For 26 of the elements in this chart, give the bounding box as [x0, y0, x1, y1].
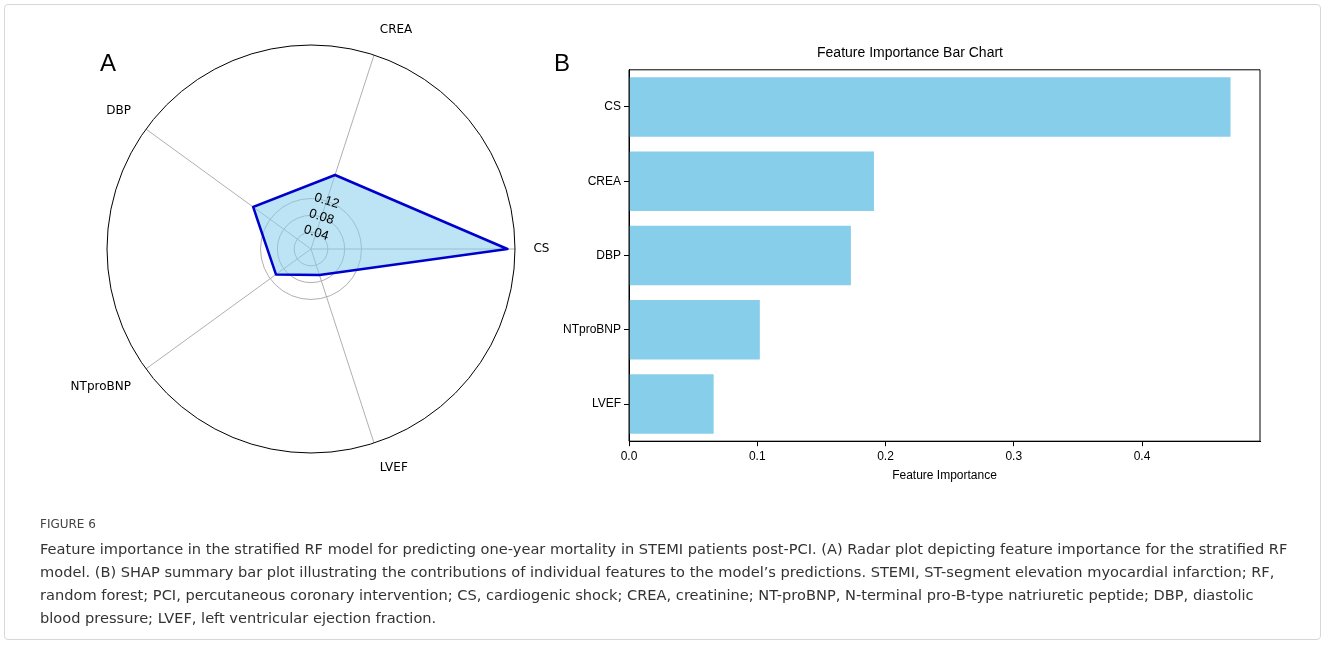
y-tick-label: CREA: [587, 173, 622, 188]
spoke-label: CREA: [379, 22, 414, 37]
chart-title: Feature Importance Bar Chart: [817, 44, 1004, 61]
x-tick-label: 0.1: [748, 448, 766, 463]
spoke-label: DBP: [106, 103, 131, 118]
bar: [629, 300, 760, 360]
bar: [629, 374, 714, 434]
text: A: [100, 49, 117, 77]
caption: FIGURE 6: [40, 517, 97, 531]
x-tick-label: 0.0: [620, 448, 638, 463]
spoke-label: CS: [533, 241, 550, 256]
text: Feature importance in the stratified RF model for predicting one-year mortality in STEMI patients post-PCI. (A) Radar plot depicting feature importance for the stratified RF model. (B) SHAP summary bar plot illustrating the contributions of individual features to the model’s predictions. STEMI, ST-segment elevation myocardial infarction; RF, random forest; PCI, percutaneous coronary intervention; CS, cardiogenic shock; CREA, creatinine; NT-proBNP, N-terminal pro-B-type natriuretic peptide; DBP, diastolic blood pressure; LVEF, left ventricular ejection fraction.: [40, 539, 1289, 628]
bar: [629, 151, 874, 211]
y-tick-label: DBP: [596, 247, 622, 262]
x-tick-label: 0.4: [1133, 448, 1151, 463]
y-tick-label: LVEF: [591, 396, 622, 411]
y-tick-label: NTproBNP: [563, 322, 622, 337]
y-tick-label: CS: [604, 99, 622, 114]
x-tick-label: 0.2: [877, 448, 895, 463]
spoke-label: NTproBNP: [70, 379, 131, 394]
spoke-label: LVEF: [379, 459, 408, 474]
x-tick-label: 0.3: [1005, 448, 1023, 463]
bar: [629, 225, 851, 286]
x-axis-title: Feature Importance: [892, 468, 998, 483]
text: B: [554, 49, 571, 77]
bar: [629, 77, 1231, 137]
